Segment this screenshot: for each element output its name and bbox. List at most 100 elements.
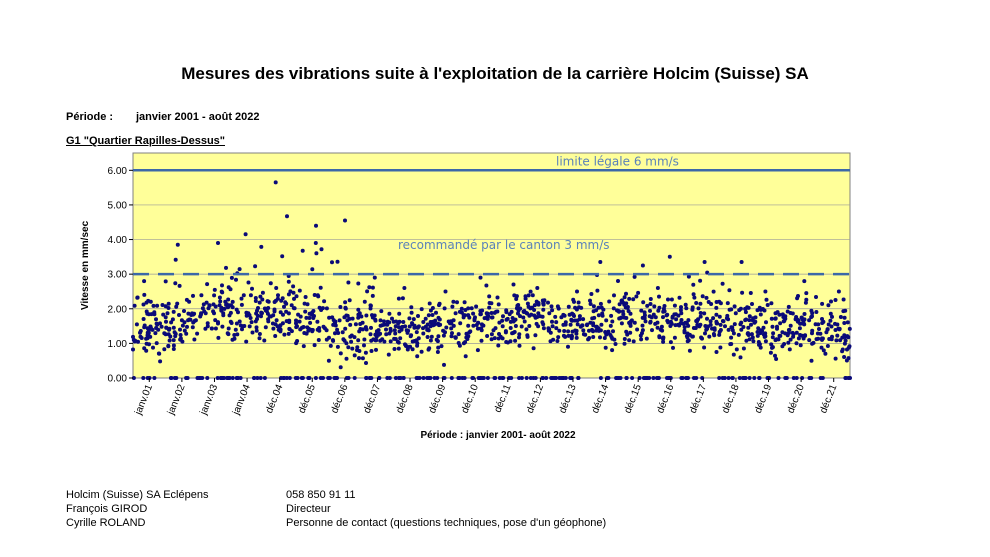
- data-point: [524, 376, 529, 380]
- x-tick-label: déc.06: [329, 383, 351, 415]
- data-point: [699, 335, 704, 340]
- data-point: [714, 305, 719, 310]
- data-point: [307, 376, 312, 380]
- x-tick-label: déc.13: [557, 383, 579, 415]
- data-point: [693, 326, 698, 330]
- data-point: [303, 309, 308, 314]
- data-point-max: [273, 180, 278, 185]
- data-point: [408, 344, 413, 349]
- data-point: [632, 320, 637, 325]
- data-point: [213, 304, 218, 309]
- data-point: [152, 376, 157, 380]
- footer-person-2: Cyrille ROLAND: [66, 517, 146, 529]
- data-point: [695, 322, 700, 327]
- data-point: [670, 315, 675, 320]
- data-point: [747, 314, 752, 319]
- data-point: [740, 290, 745, 295]
- data-point: [151, 303, 156, 308]
- x-tick-label: déc.14: [590, 383, 612, 415]
- data-point: [783, 314, 788, 319]
- data-point: [627, 338, 632, 343]
- data-point: [330, 260, 334, 265]
- data-point-max: [802, 279, 807, 284]
- data-point: [405, 330, 410, 335]
- data-point: [312, 293, 317, 297]
- data-point: [382, 319, 386, 324]
- data-point: [513, 338, 518, 343]
- data-point: [536, 301, 541, 305]
- data-point: [249, 320, 254, 325]
- x-tick-label: déc.10: [460, 383, 482, 415]
- data-point: [213, 326, 218, 331]
- data-point: [191, 312, 196, 317]
- data-point: [628, 321, 633, 326]
- data-point: [288, 289, 293, 294]
- data-point: [163, 315, 168, 320]
- y-axis-ticks: 0.00 1.00 2.00 3.00 4.00 5.00 6.00: [108, 166, 133, 385]
- data-point: [152, 312, 157, 317]
- data-point: [167, 326, 172, 331]
- data-point: [842, 341, 847, 346]
- data-point: [220, 376, 224, 380]
- data-point: [514, 297, 519, 301]
- data-point: [765, 303, 770, 307]
- data-point: [673, 312, 678, 317]
- data-point: [259, 244, 264, 249]
- data-point: [523, 294, 528, 299]
- data-point: [313, 241, 318, 245]
- data-point: [487, 305, 492, 310]
- data-point: [449, 326, 454, 331]
- data-point: [451, 299, 456, 304]
- data-point: [207, 303, 212, 308]
- data-point: [698, 278, 703, 283]
- data-point: [572, 318, 577, 323]
- data-point: [616, 279, 620, 283]
- data-point: [819, 345, 824, 350]
- data-point: [471, 376, 476, 380]
- data-point: [219, 305, 224, 310]
- data-point: [679, 376, 684, 380]
- data-point: [845, 347, 849, 352]
- data-point: [796, 336, 801, 341]
- data-point: [409, 305, 414, 310]
- data-point-max: [314, 223, 318, 228]
- y-tick-label: 6.00: [108, 166, 128, 177]
- data-point: [327, 335, 331, 340]
- data-point: [141, 376, 146, 380]
- data-point: [708, 322, 713, 327]
- data-point: [809, 358, 814, 363]
- data-point: [753, 319, 758, 324]
- data-point: [655, 325, 660, 330]
- data-point: [604, 318, 609, 323]
- data-point: [731, 352, 736, 357]
- data-point: [783, 331, 788, 336]
- data-point: [237, 319, 242, 324]
- data-point-max: [478, 275, 483, 280]
- data-point: [809, 308, 814, 313]
- data-point: [410, 347, 415, 352]
- data-point: [234, 321, 239, 326]
- data-point: [747, 376, 752, 380]
- data-point: [322, 299, 327, 304]
- data-point: [587, 328, 591, 333]
- data-point: [343, 326, 348, 331]
- data-point: [437, 303, 441, 308]
- data-point: [730, 376, 735, 380]
- data-point: [830, 314, 834, 319]
- data-point: [437, 323, 441, 328]
- data-point: [378, 318, 383, 323]
- data-point: [577, 305, 581, 310]
- data-point: [656, 308, 661, 313]
- data-point: [842, 355, 847, 359]
- data-point: [528, 289, 533, 294]
- data-point: [232, 336, 237, 341]
- data-point: [821, 348, 826, 353]
- data-point: [684, 306, 689, 311]
- x-tick-label: déc.12: [525, 383, 547, 415]
- data-point: [414, 376, 419, 380]
- data-point: [541, 326, 546, 331]
- data-point: [407, 324, 412, 329]
- data-point: [682, 325, 687, 330]
- data-point: [809, 376, 814, 380]
- data-point: [729, 307, 734, 312]
